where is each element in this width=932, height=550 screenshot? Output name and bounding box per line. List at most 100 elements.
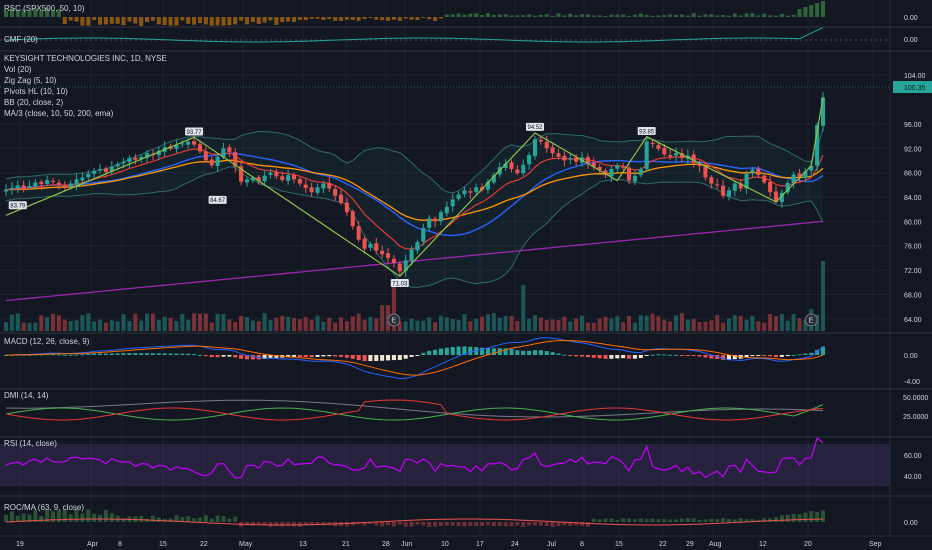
rsc-bar — [615, 14, 620, 17]
macd-bar — [656, 354, 661, 356]
dmi-axis-25: 25.0000 — [903, 414, 928, 421]
roc-bar — [62, 509, 67, 522]
rsc-bar — [703, 14, 708, 17]
macd-bar — [80, 354, 85, 356]
roc-bar — [779, 515, 784, 522]
rsc-bar — [538, 14, 543, 17]
rsc-bar — [815, 3, 820, 17]
roc-bar — [474, 522, 479, 527]
pivot-label-5: 93.85 — [639, 129, 655, 135]
macd-bar — [50, 354, 56, 356]
di-minus-line — [5, 399, 824, 421]
volume-bar — [74, 320, 79, 331]
rsc-bar — [239, 17, 244, 21]
roc-bar — [462, 522, 467, 527]
rsc-bar — [750, 13, 755, 17]
macd-bar — [803, 353, 808, 355]
candle-body — [197, 144, 203, 152]
price-axis[interactable]: 104.00 96.00 92.00 88.00 84.00 80.00 76.00 72.0… — [904, 73, 926, 324]
indicator-bollinger[interactable]: BB (20, close, 2) — [4, 98, 63, 107]
rsi-axis-60: 60.00 — [904, 453, 922, 460]
candle-body — [280, 176, 285, 180]
volume-bar — [203, 313, 208, 331]
volume-bar — [192, 313, 197, 331]
indicator-pivots[interactable]: Pivots HL (10, 10) — [4, 87, 68, 96]
pivot-labels: 83.79 93.77 84.67 71.03 94.52 93.85 — [8, 122, 656, 287]
macd-bar — [544, 351, 549, 355]
price-tick-5: 84.00 — [904, 195, 922, 202]
volume-bar — [485, 314, 491, 331]
roc-bar — [227, 518, 232, 522]
candle-body — [274, 171, 279, 177]
roc-bar — [274, 522, 279, 527]
volume-bar — [732, 315, 737, 331]
volume-bar — [421, 320, 426, 331]
candle-body — [568, 158, 573, 160]
candle-body — [74, 179, 79, 185]
rsc-bar — [150, 17, 155, 21]
volume-bar — [644, 315, 649, 331]
macd-bar — [768, 355, 773, 357]
rsi-pane[interactable]: RSI (14, close) 60.00 40.00 — [0, 436, 922, 486]
macd-pane[interactable]: MACD (12, 26, close, 9) 0.00 -4.00 — [3, 337, 920, 386]
macd-bar — [192, 354, 197, 356]
macd-bar — [180, 353, 185, 355]
volume-bar — [750, 316, 755, 331]
rsc-bar — [820, 1, 826, 17]
volume-bar — [462, 314, 467, 331]
time-tick-2: 8 — [118, 541, 122, 548]
rsc-bar — [45, 7, 50, 18]
macd-bar — [233, 355, 238, 358]
di-plus-line — [5, 404, 824, 421]
macd-bar — [703, 355, 708, 358]
rsi-axis-40: 40.00 — [904, 474, 922, 481]
macd-bar — [409, 355, 414, 357]
rsc-pane[interactable]: RSC (SPX500, 50, 10) 0.00 — [3, 1, 918, 26]
volume-bar — [180, 313, 185, 331]
candle-body — [209, 159, 214, 166]
roc-bar — [156, 517, 161, 522]
candle-body — [550, 147, 555, 154]
time-tick-3: 15 — [159, 541, 167, 548]
rsc-bar — [603, 15, 608, 17]
indicator-zigzag[interactable]: Zig Zag (5, 10) — [4, 76, 57, 85]
macd-bar — [474, 347, 479, 355]
macd-line — [5, 337, 824, 380]
rsc-bar — [497, 14, 502, 17]
macd-bar — [145, 353, 150, 355]
rsc-bar — [444, 14, 449, 17]
rsc-axis-zero: 0.00 — [904, 15, 918, 22]
candle-body — [139, 156, 144, 159]
pivot-label-bg-5 — [637, 127, 656, 136]
macd-bar — [356, 355, 361, 361]
roc-pane[interactable]: ROC/MA (63, 9, close) 0.00 — [3, 503, 918, 527]
cmf-pane[interactable]: CMF (20) 0.00 — [0, 27, 918, 45]
volume-bar — [391, 287, 396, 331]
rsc-bar — [227, 17, 232, 26]
roc-bar — [732, 519, 737, 522]
volume-bar — [474, 318, 479, 331]
time-tick-4: 22 — [200, 541, 208, 548]
roc-bar — [744, 519, 749, 522]
macd-bar — [679, 355, 684, 356]
volume-bar — [244, 317, 250, 331]
indicator-volume[interactable]: Vol (20) — [4, 65, 32, 74]
roc-bar — [485, 522, 491, 526]
time-tick-10: 10 — [441, 541, 449, 548]
time-axis[interactable]: 19 Apr 8 15 22 May 13 21 28 Jun 10 17 24 Jul 8 15 22 29 Au… — [16, 541, 882, 548]
roc-bar — [632, 519, 637, 522]
indicator-moving-averages[interactable]: MA/3 (close, 10, 50, 200, ema) — [4, 109, 114, 118]
roc-bar — [668, 519, 673, 522]
pane-separators[interactable] — [0, 0, 932, 537]
pivot-label-1: 93.77 — [187, 130, 203, 136]
volume-bar — [615, 316, 620, 331]
macd-signal-line — [6, 339, 824, 376]
roc-bar — [133, 516, 138, 522]
candle-body — [62, 185, 67, 188]
dmi-pane[interactable]: DMI (14, 14) 50.0000 25.0000 — [4, 391, 928, 421]
roc-bar — [433, 522, 438, 527]
rsc-bar — [568, 13, 573, 17]
candle-body — [56, 182, 61, 185]
